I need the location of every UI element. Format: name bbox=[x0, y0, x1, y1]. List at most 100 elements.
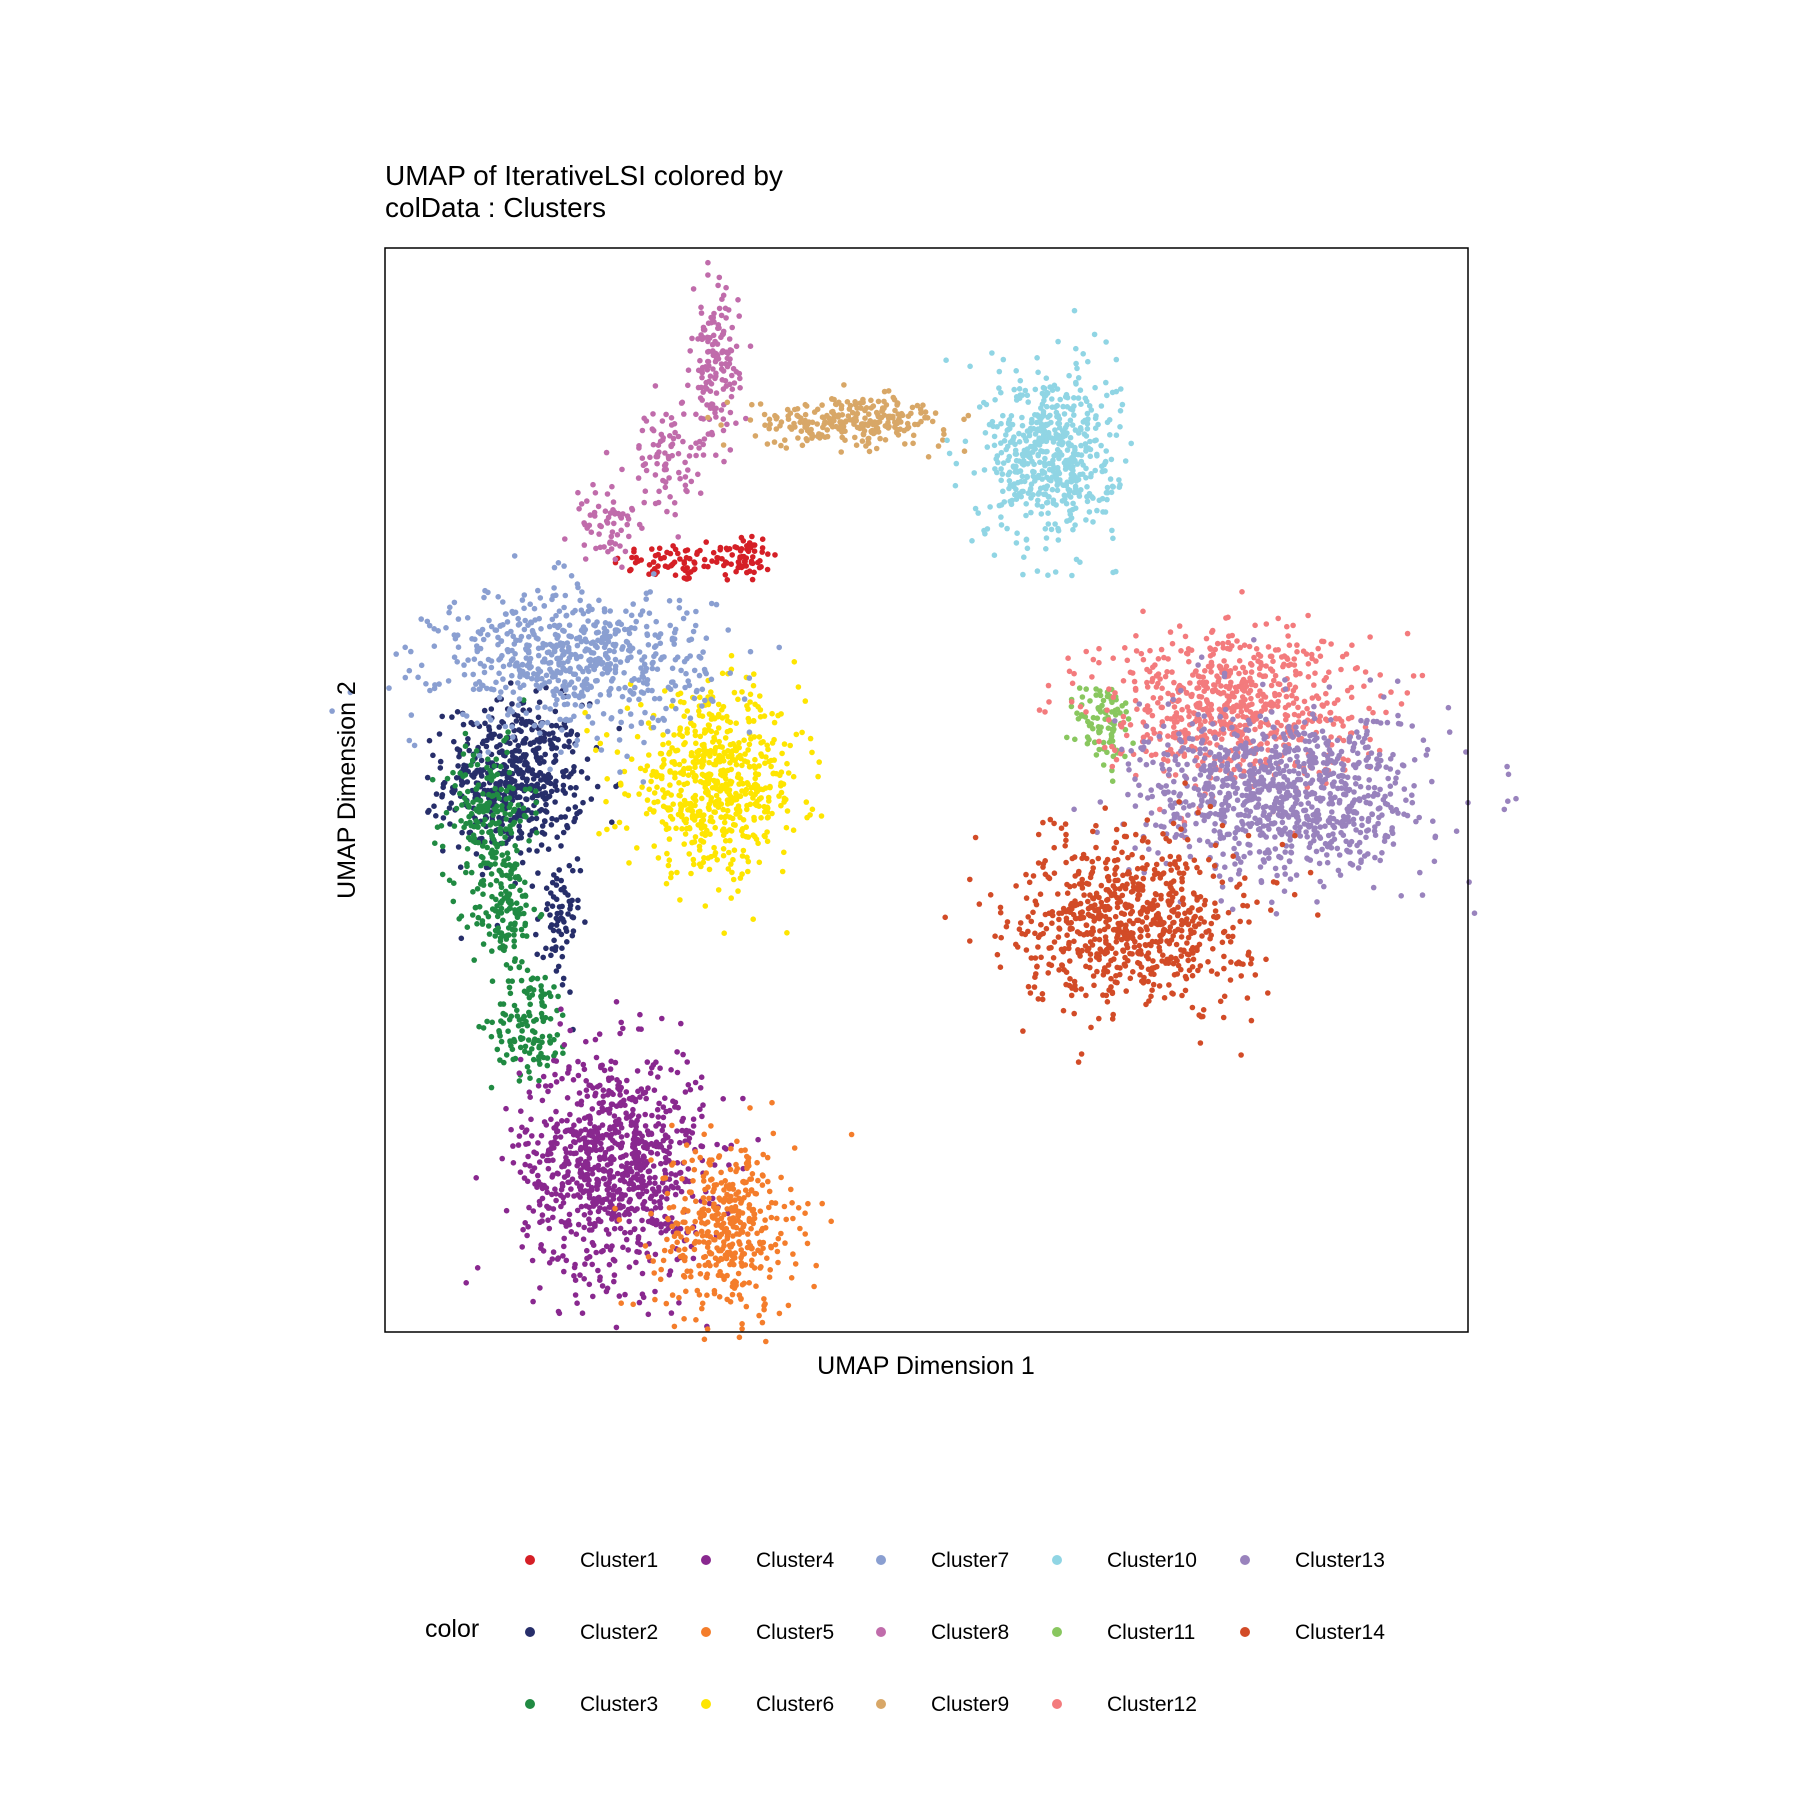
scatter-point bbox=[1064, 734, 1070, 741]
scatter-point bbox=[653, 773, 660, 780]
scatter-point bbox=[599, 1283, 606, 1289]
scatter-point bbox=[701, 1178, 707, 1184]
scatter-point bbox=[604, 1285, 611, 1292]
scatter-point bbox=[751, 569, 757, 576]
scatter-point bbox=[550, 1206, 557, 1212]
scatter-point bbox=[761, 1296, 767, 1302]
scatter-point bbox=[1092, 467, 1098, 474]
scatter-point bbox=[516, 964, 523, 970]
scatter-point bbox=[503, 796, 510, 802]
scatter-point bbox=[446, 609, 452, 616]
scatter-point bbox=[530, 1208, 537, 1214]
scatter-point bbox=[660, 732, 666, 738]
scatter-point bbox=[497, 1033, 503, 1039]
scatter-point bbox=[497, 827, 503, 834]
scatter-point bbox=[674, 1128, 680, 1134]
scatter-point bbox=[746, 729, 753, 735]
scatter-point bbox=[1035, 472, 1042, 479]
scatter-point bbox=[728, 561, 734, 567]
scatter-point bbox=[766, 1188, 773, 1195]
scatter-point bbox=[1093, 413, 1099, 419]
scatter-point bbox=[589, 1171, 596, 1177]
scatter-point bbox=[503, 788, 510, 794]
scatter-point bbox=[515, 742, 522, 749]
scatter-point bbox=[684, 610, 690, 616]
scatter-point bbox=[667, 686, 674, 693]
scatter-point bbox=[594, 1199, 600, 1205]
scatter-point bbox=[1038, 435, 1045, 442]
scatter-point bbox=[768, 1214, 775, 1221]
scatter-point bbox=[752, 433, 759, 439]
scatter-point bbox=[691, 560, 698, 566]
scatter-point bbox=[536, 615, 542, 622]
scatter-point bbox=[749, 533, 755, 540]
scatter-point bbox=[582, 556, 589, 562]
scatter-point bbox=[529, 1133, 535, 1139]
scatter-point bbox=[667, 622, 673, 629]
scatter-point bbox=[685, 382, 691, 389]
scatter-point bbox=[545, 1217, 551, 1223]
scatter-point bbox=[582, 1140, 589, 1147]
scatter-point bbox=[534, 737, 540, 743]
scatter-point bbox=[873, 409, 880, 416]
scatter-point bbox=[594, 698, 601, 705]
scatter-point bbox=[879, 405, 886, 411]
scatter-point bbox=[746, 1163, 752, 1169]
scatter-point bbox=[560, 1200, 567, 1206]
scatter-point bbox=[571, 764, 577, 770]
scatter-point bbox=[698, 384, 704, 391]
scatter-point bbox=[559, 945, 565, 951]
scatter-point bbox=[781, 741, 788, 747]
scatter-point bbox=[633, 1121, 639, 1128]
scatter-point bbox=[521, 605, 527, 612]
scatter-point bbox=[675, 691, 681, 698]
scatter-point bbox=[738, 1147, 744, 1154]
scatter-point bbox=[751, 542, 758, 548]
scatter-point bbox=[1094, 453, 1100, 459]
scatter-point bbox=[521, 988, 528, 995]
scatter-point bbox=[673, 1179, 679, 1186]
scatter-point bbox=[408, 648, 414, 655]
scatter-point bbox=[566, 862, 573, 869]
scatter-point bbox=[522, 786, 529, 793]
scatter-point bbox=[689, 1157, 695, 1164]
scatter-point bbox=[740, 817, 747, 823]
scatter-point bbox=[720, 852, 727, 859]
scatter-point bbox=[508, 680, 514, 686]
scatter-point bbox=[561, 769, 567, 775]
scatter-point bbox=[528, 1116, 534, 1123]
scatter-point bbox=[424, 618, 431, 625]
scatter-point bbox=[672, 656, 679, 663]
scatter-point bbox=[519, 1028, 525, 1034]
scatter-point bbox=[882, 437, 889, 443]
scatter-point bbox=[565, 693, 572, 700]
scatter-point bbox=[603, 518, 610, 524]
scatter-point bbox=[613, 999, 620, 1005]
scatter-point bbox=[727, 1244, 734, 1250]
scatter-point bbox=[658, 1160, 664, 1167]
scatter-point bbox=[549, 1174, 555, 1180]
scatter-point bbox=[651, 843, 657, 849]
scatter-point bbox=[688, 444, 694, 451]
scatter-point bbox=[766, 1204, 772, 1211]
scatter-point bbox=[505, 729, 511, 735]
scatter-point bbox=[543, 684, 549, 691]
scatter-point bbox=[499, 652, 505, 659]
scatter-point bbox=[558, 909, 564, 916]
scatter-point bbox=[615, 1129, 622, 1135]
scatter-point bbox=[558, 915, 564, 921]
scatter-point bbox=[733, 420, 739, 427]
scatter-point bbox=[1068, 442, 1074, 448]
scatter-point bbox=[680, 565, 686, 572]
scatter-point bbox=[705, 414, 711, 421]
scatter-point bbox=[722, 771, 728, 778]
scatter-point bbox=[1109, 483, 1116, 490]
scatter-point bbox=[583, 1078, 589, 1084]
scatter-point bbox=[552, 1134, 559, 1141]
scatter-point bbox=[712, 1255, 719, 1261]
scatter-point bbox=[785, 1302, 792, 1309]
scatter-point bbox=[683, 670, 689, 677]
scatter-point bbox=[666, 1205, 673, 1211]
scatter-point bbox=[870, 403, 877, 409]
scatter-point bbox=[499, 840, 506, 847]
